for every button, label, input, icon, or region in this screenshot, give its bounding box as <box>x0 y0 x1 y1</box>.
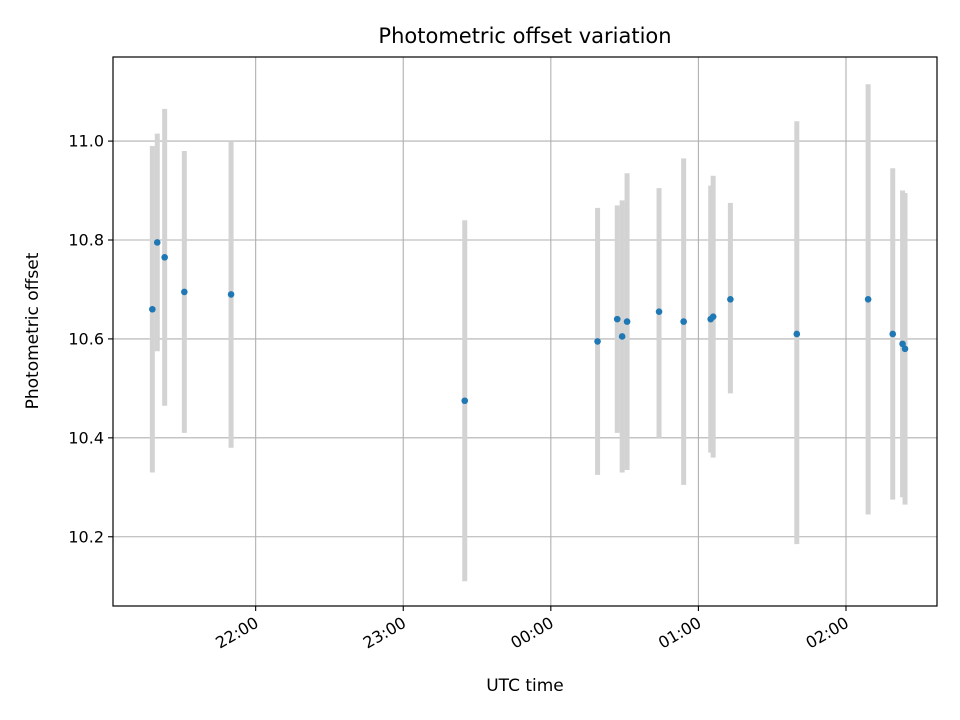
x-tick-label: 01:00 <box>655 613 704 653</box>
data-point <box>153 239 161 246</box>
y-tick-label: 10.2 <box>68 527 104 546</box>
x-tick-label: 22:00 <box>212 613 261 653</box>
chart-title: Photometric offset variation <box>378 24 671 48</box>
data-points <box>149 239 909 405</box>
data-point <box>181 288 188 296</box>
data-point <box>899 340 906 348</box>
x-tick-label: 23:00 <box>360 613 409 653</box>
data-point <box>161 254 168 261</box>
data-point <box>901 345 909 353</box>
data-point <box>594 338 601 345</box>
error-bars <box>149 84 908 582</box>
x-axis-label: UTC time <box>486 676 564 696</box>
data-point <box>461 397 469 405</box>
data-point <box>793 330 801 338</box>
x-tick-label: 00:00 <box>507 613 556 653</box>
plot-frame <box>112 56 938 607</box>
data-point <box>709 313 717 320</box>
data-point <box>623 318 631 325</box>
y-tick-label: 10.4 <box>68 428 104 447</box>
data-point <box>227 291 235 298</box>
data-point <box>727 296 734 303</box>
y-tick-label: 10.8 <box>68 231 104 250</box>
data-point <box>889 330 897 338</box>
data-point <box>613 315 621 323</box>
y-axis-label: Photometric offset <box>23 252 43 409</box>
data-point <box>149 305 156 313</box>
data-point <box>618 333 626 340</box>
data-point <box>655 308 663 316</box>
data-point <box>864 296 872 303</box>
grid <box>113 57 937 606</box>
x-tick-label: 02:00 <box>803 613 852 653</box>
y-tick-label: 11.0 <box>68 132 104 151</box>
data-point <box>680 318 687 325</box>
y-tick-label: 10.6 <box>68 329 104 348</box>
